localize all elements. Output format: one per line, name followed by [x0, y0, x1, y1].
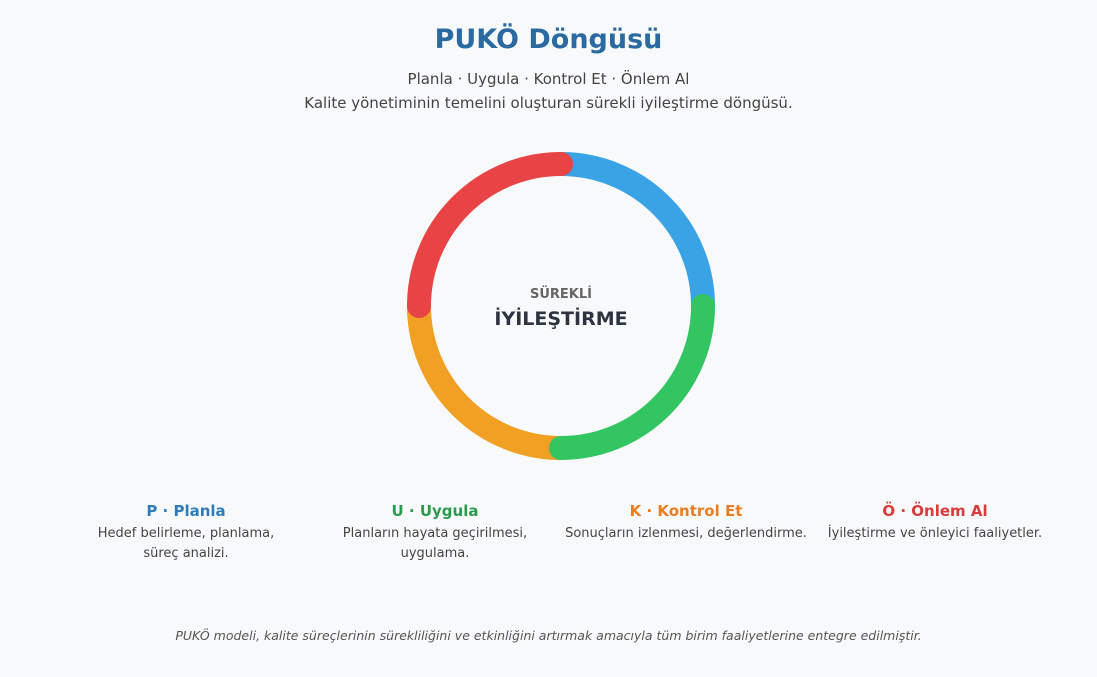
ring-segment [407, 294, 573, 460]
step: Ö · Önlem Al İyileştirme ve önleyici faa… [805, 502, 1065, 544]
step: K · Kontrol Et Sonuçların izlenmesi, değ… [556, 502, 816, 544]
ring-segment [549, 152, 715, 318]
title: PUKÖ Döngüsü [434, 24, 663, 55]
footer-note: PUKÖ modeli, kalite süreçlerinin sürekli… [175, 628, 922, 643]
description: Kalite yönetiminin temelini oluşturan sü… [304, 94, 793, 112]
subtitle: Planla · Uygula · Kontrol Et · Önlem Al [407, 70, 690, 88]
step-title: K · Kontrol Et [629, 502, 743, 520]
step-title: P · Planla [146, 502, 226, 520]
step-description: Planların hayata geçirilmesi, uygulama. [342, 526, 528, 561]
step: U · Uygula Planların hayata geçirilmesi,… [330, 502, 540, 564]
cycle-ring: SÜREKLİ İYİLEŞTİRME [407, 152, 715, 460]
step-description: İyileştirme ve önleyici faaliyetler. [827, 526, 1043, 541]
step-description: Hedef belirleme, planlama, süreç analizi… [97, 526, 275, 561]
center-top: SÜREKLİ [530, 286, 592, 302]
ring-segment [407, 152, 573, 318]
center-main: İYİLEŞTİRME [494, 306, 627, 330]
ring-segment [549, 294, 715, 460]
step-title: Ö · Önlem Al [882, 502, 988, 520]
step-title: U · Uygula [391, 502, 479, 520]
step-description: Sonuçların izlenmesi, değerlendirme. [565, 526, 807, 541]
step: P · Planla Hedef belirleme, planlama, sü… [81, 502, 291, 564]
